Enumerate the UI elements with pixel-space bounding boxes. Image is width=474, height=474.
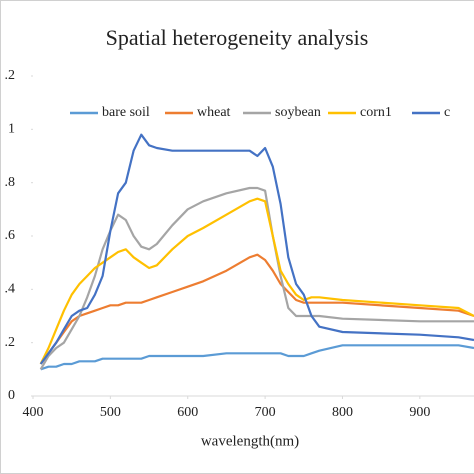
x-tick-label: 400	[23, 405, 44, 420]
legend-label: corn1	[360, 105, 392, 120]
legend-label: bare soil	[102, 105, 150, 120]
legend-label: soybean	[275, 105, 321, 120]
y-tick-label: 1	[8, 122, 15, 137]
series-line	[40, 344, 474, 371]
y-tick-label: .2	[5, 335, 16, 350]
x-axis-label: wavelength(nm)	[201, 433, 299, 449]
y-tick-label: 0	[8, 388, 15, 403]
series-line	[39, 186, 474, 370]
chart-title: Spatial heterogeneity analysis	[106, 25, 369, 50]
y-tick-label: .6	[5, 228, 16, 243]
x-tick-label: 600	[177, 405, 198, 420]
x-tick-label: 500	[100, 405, 121, 420]
series-line	[39, 133, 474, 365]
legend-label: wheat	[197, 105, 231, 120]
y-tick-label: .2	[5, 68, 16, 83]
y-tick-label: .8	[5, 175, 16, 190]
legend-label: c	[444, 105, 450, 120]
y-tick-label: .4	[5, 282, 16, 297]
x-tick-label: 700	[255, 405, 276, 420]
x-tick-label: 900	[409, 405, 430, 420]
series-line	[39, 197, 474, 365]
x-tick-label: 800	[332, 405, 353, 420]
